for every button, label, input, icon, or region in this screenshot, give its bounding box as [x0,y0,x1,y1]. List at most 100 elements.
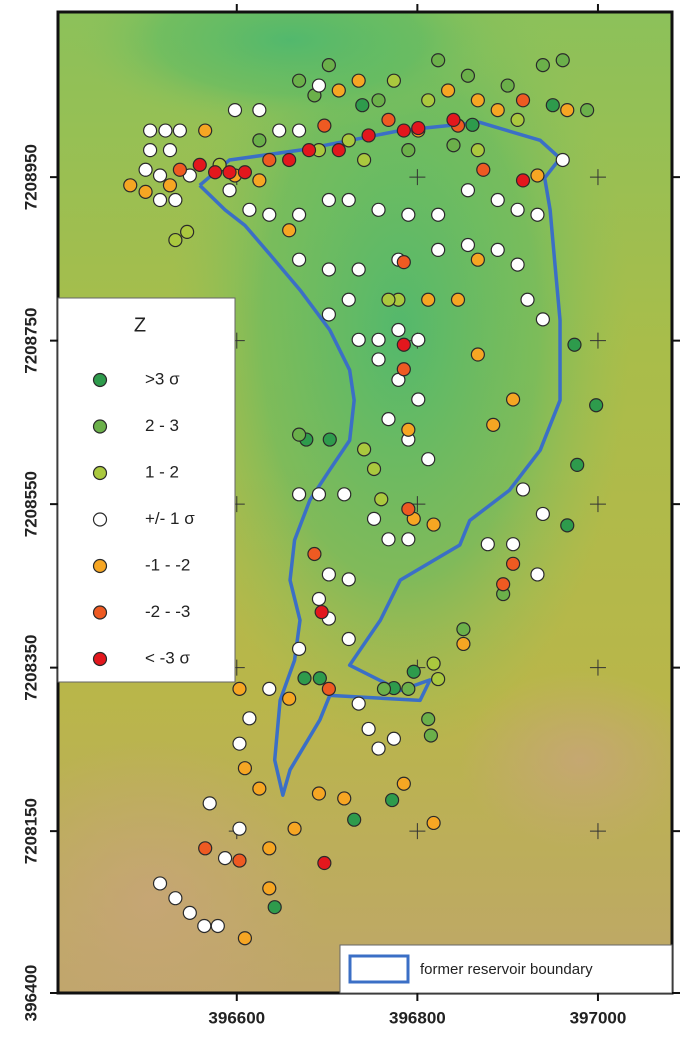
data-point [457,637,470,650]
data-point [203,797,216,810]
data-point [211,919,224,932]
data-point [424,729,437,742]
data-point [481,538,494,551]
data-point [471,144,484,157]
data-point [358,153,371,166]
legend-marker [94,653,107,666]
data-point [233,682,246,695]
data-point [322,308,335,321]
data-point [263,208,276,221]
data-point [407,665,420,678]
data-point [477,163,490,176]
data-point [531,208,544,221]
data-point [402,682,415,695]
x-tick-label: 396800 [389,1008,446,1027]
data-point [471,253,484,266]
data-point [432,54,445,67]
data-point [372,94,385,107]
data-point [397,777,410,790]
data-point [169,892,182,905]
data-point [263,682,276,695]
data-point [181,225,194,238]
x-tick-label: 396600 [208,1008,265,1027]
data-point [442,84,455,97]
data-point [590,399,603,412]
data-point [263,153,276,166]
data-point [432,243,445,256]
data-point [312,787,325,800]
data-point [238,932,251,945]
data-point [568,338,581,351]
data-point [144,144,157,157]
data-point [397,124,410,137]
legend-marker [94,467,107,480]
y-tick-label: 7208550 [21,471,40,537]
data-point [169,194,182,207]
data-point [471,94,484,107]
data-point [322,568,335,581]
legend-marker [94,513,107,526]
data-point [243,712,256,725]
data-point [253,104,266,117]
data-point [402,208,415,221]
data-point [322,59,335,72]
data-point [139,185,152,198]
legend-marker [94,606,107,619]
data-point [372,203,385,216]
legend-label: 1 - 2 [145,462,179,481]
data-point [536,507,549,520]
data-point [352,697,365,710]
data-point [422,94,435,107]
data-point [312,488,325,501]
data-point [511,113,524,126]
data-point [507,393,520,406]
data-point [377,682,390,695]
data-point [461,184,474,197]
legend-label: >3 σ [145,369,180,388]
data-point [546,99,559,112]
data-point [338,792,351,805]
data-point [471,348,484,361]
data-point [517,483,530,496]
data-point [293,428,306,441]
data-point [352,74,365,87]
data-point [193,158,206,171]
data-point [457,623,470,636]
data-point [556,54,569,67]
data-point [253,782,266,795]
data-point [427,816,440,829]
data-point [308,548,321,561]
data-point [397,338,410,351]
data-point [358,443,371,456]
data-point [199,842,212,855]
data-point [362,129,375,142]
x-tick-label: 397000 [570,1008,627,1027]
data-point [536,59,549,72]
data-point [238,166,251,179]
data-point [491,243,504,256]
y-tick-label: 7208350 [21,635,40,701]
data-point [387,74,400,87]
data-point [223,184,236,197]
data-point [198,919,211,932]
map: Z >3 σ2 - 31 - 2+/- 1 σ-1 - -2-2 - -3< -… [0,0,694,1037]
data-point [303,144,316,157]
data-point [531,568,544,581]
data-point [209,166,222,179]
data-point [531,169,544,182]
legend-marker [94,420,107,433]
data-point [228,104,241,117]
legend-label: -1 - -2 [145,555,190,574]
data-point [466,118,479,131]
data-point [387,732,400,745]
data-point [402,423,415,436]
legend-box [58,298,235,682]
tan-area [460,670,694,850]
data-point [173,163,186,176]
data-point [402,144,415,157]
data-point [561,104,574,117]
data-point [382,113,395,126]
data-point [491,104,504,117]
data-point [382,293,395,306]
data-point [356,99,369,112]
